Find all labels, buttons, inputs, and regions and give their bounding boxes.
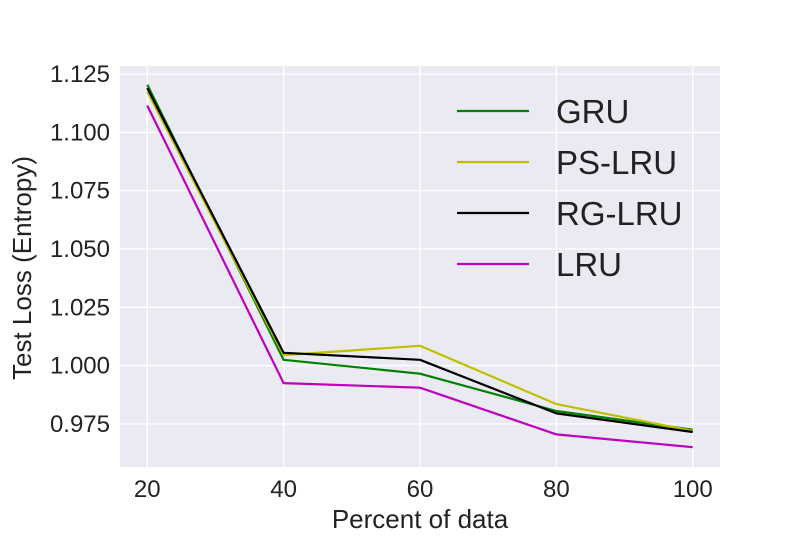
legend-label-lru: LRU xyxy=(556,246,622,283)
grid xyxy=(120,66,720,467)
y-axis-title: Test Loss (Entropy) xyxy=(7,156,37,380)
y-tick-label: 1.100 xyxy=(50,119,110,146)
x-tick-label: 20 xyxy=(134,476,161,503)
y-tick-label: 1.075 xyxy=(50,178,110,205)
legend-label-ps-lru: PS-LRU xyxy=(556,144,677,181)
legend: GRU PS-LRU RG-LRU LRU xyxy=(457,93,683,283)
legend-label-gru: GRU xyxy=(556,93,629,130)
x-tick-label: 80 xyxy=(543,476,570,503)
y-tick-labels: 0.975 1.000 1.025 1.050 1.075 1.100 1.125 xyxy=(50,61,110,438)
series-line-lru xyxy=(146,105,693,449)
y-tick-label: 1.000 xyxy=(50,353,110,380)
y-tick-label: 1.050 xyxy=(50,236,110,263)
legend-label-rg-lru: RG-LRU xyxy=(556,195,683,232)
series-line-ps-lru xyxy=(146,91,693,432)
y-tick-label: 1.125 xyxy=(50,61,110,88)
x-tick-labels: 20 40 60 80 100 xyxy=(134,476,713,503)
x-axis-title: Percent of data xyxy=(332,504,509,534)
series-lines xyxy=(146,84,693,449)
x-tick-label: 60 xyxy=(407,476,434,503)
series-line-rg-lru xyxy=(146,87,693,434)
x-tick-label: 100 xyxy=(673,476,713,503)
x-tick-label: 40 xyxy=(270,476,297,503)
y-tick-label: 1.025 xyxy=(50,294,110,321)
y-tick-label: 0.975 xyxy=(50,411,110,438)
